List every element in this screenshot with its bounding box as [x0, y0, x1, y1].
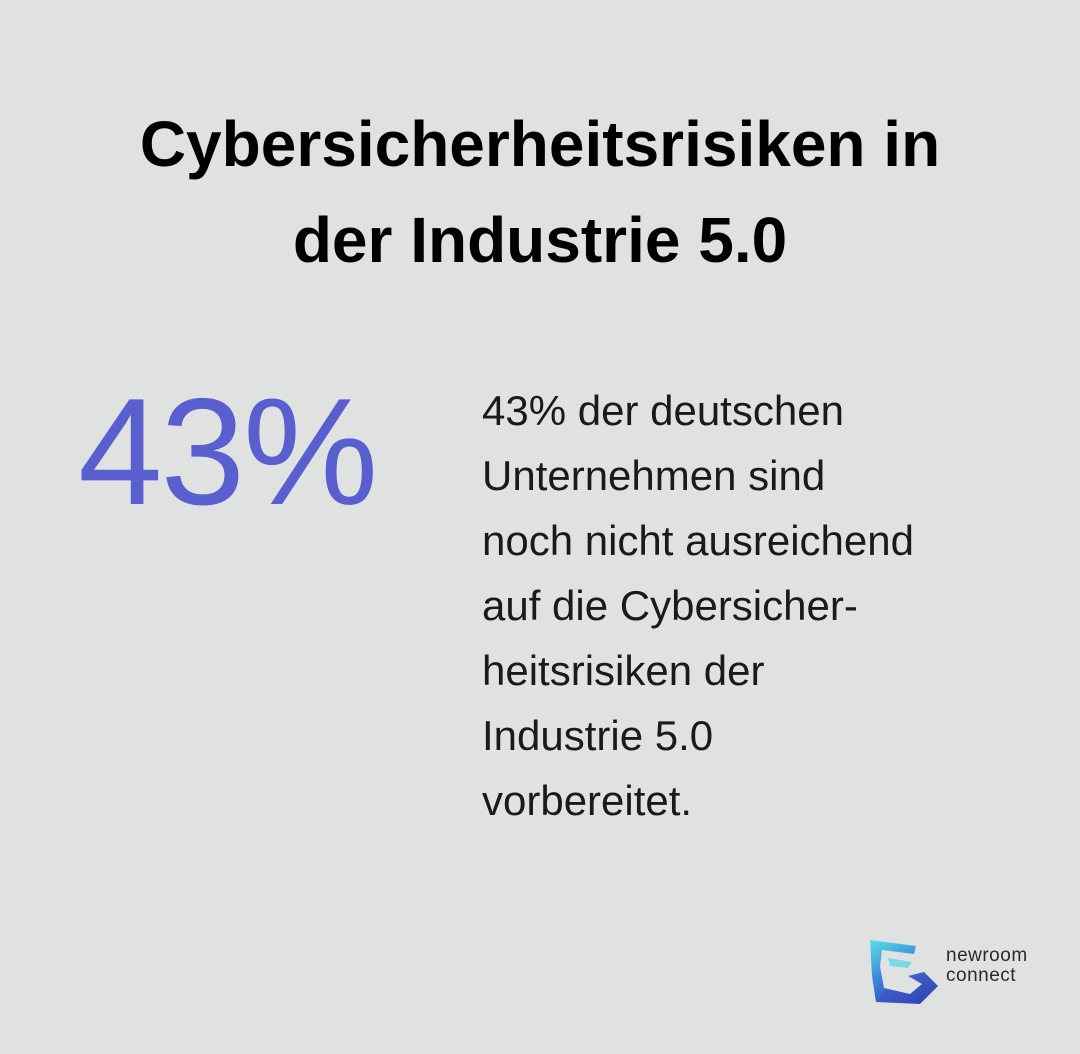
description-line-5: heitsrisiken der [482, 647, 765, 694]
description-line-7: vorbereitet. [482, 777, 693, 824]
description-line-3: noch nicht ausreichend [482, 517, 914, 564]
description-line-1: 43% der deutschen [482, 387, 844, 434]
newroom-connect-logo-icon [870, 940, 938, 1004]
brand-name: newroom connect [946, 946, 1028, 986]
title-line-1: Cybersicherheitsrisiken in [139, 108, 941, 180]
brand-logo: newroom connect [868, 936, 1048, 1012]
brand-name-line-2: connect [946, 965, 1017, 986]
description-line-2: Unternehmen sind [482, 452, 826, 499]
description-line-4: auf die Cybersicher- [482, 582, 858, 629]
description-line-6: Industrie 5.0 [482, 712, 714, 759]
title-line-2: der Industrie 5.0 [292, 204, 788, 276]
brand-name-line-1: newroom [946, 945, 1028, 966]
stat-description: 43% der deutschen Unternehmen sind noch … [482, 378, 1042, 833]
stat-percentage: 43% [78, 367, 378, 537]
page-title: Cybersicherheitsrisiken in der Industrie… [0, 96, 1080, 288]
